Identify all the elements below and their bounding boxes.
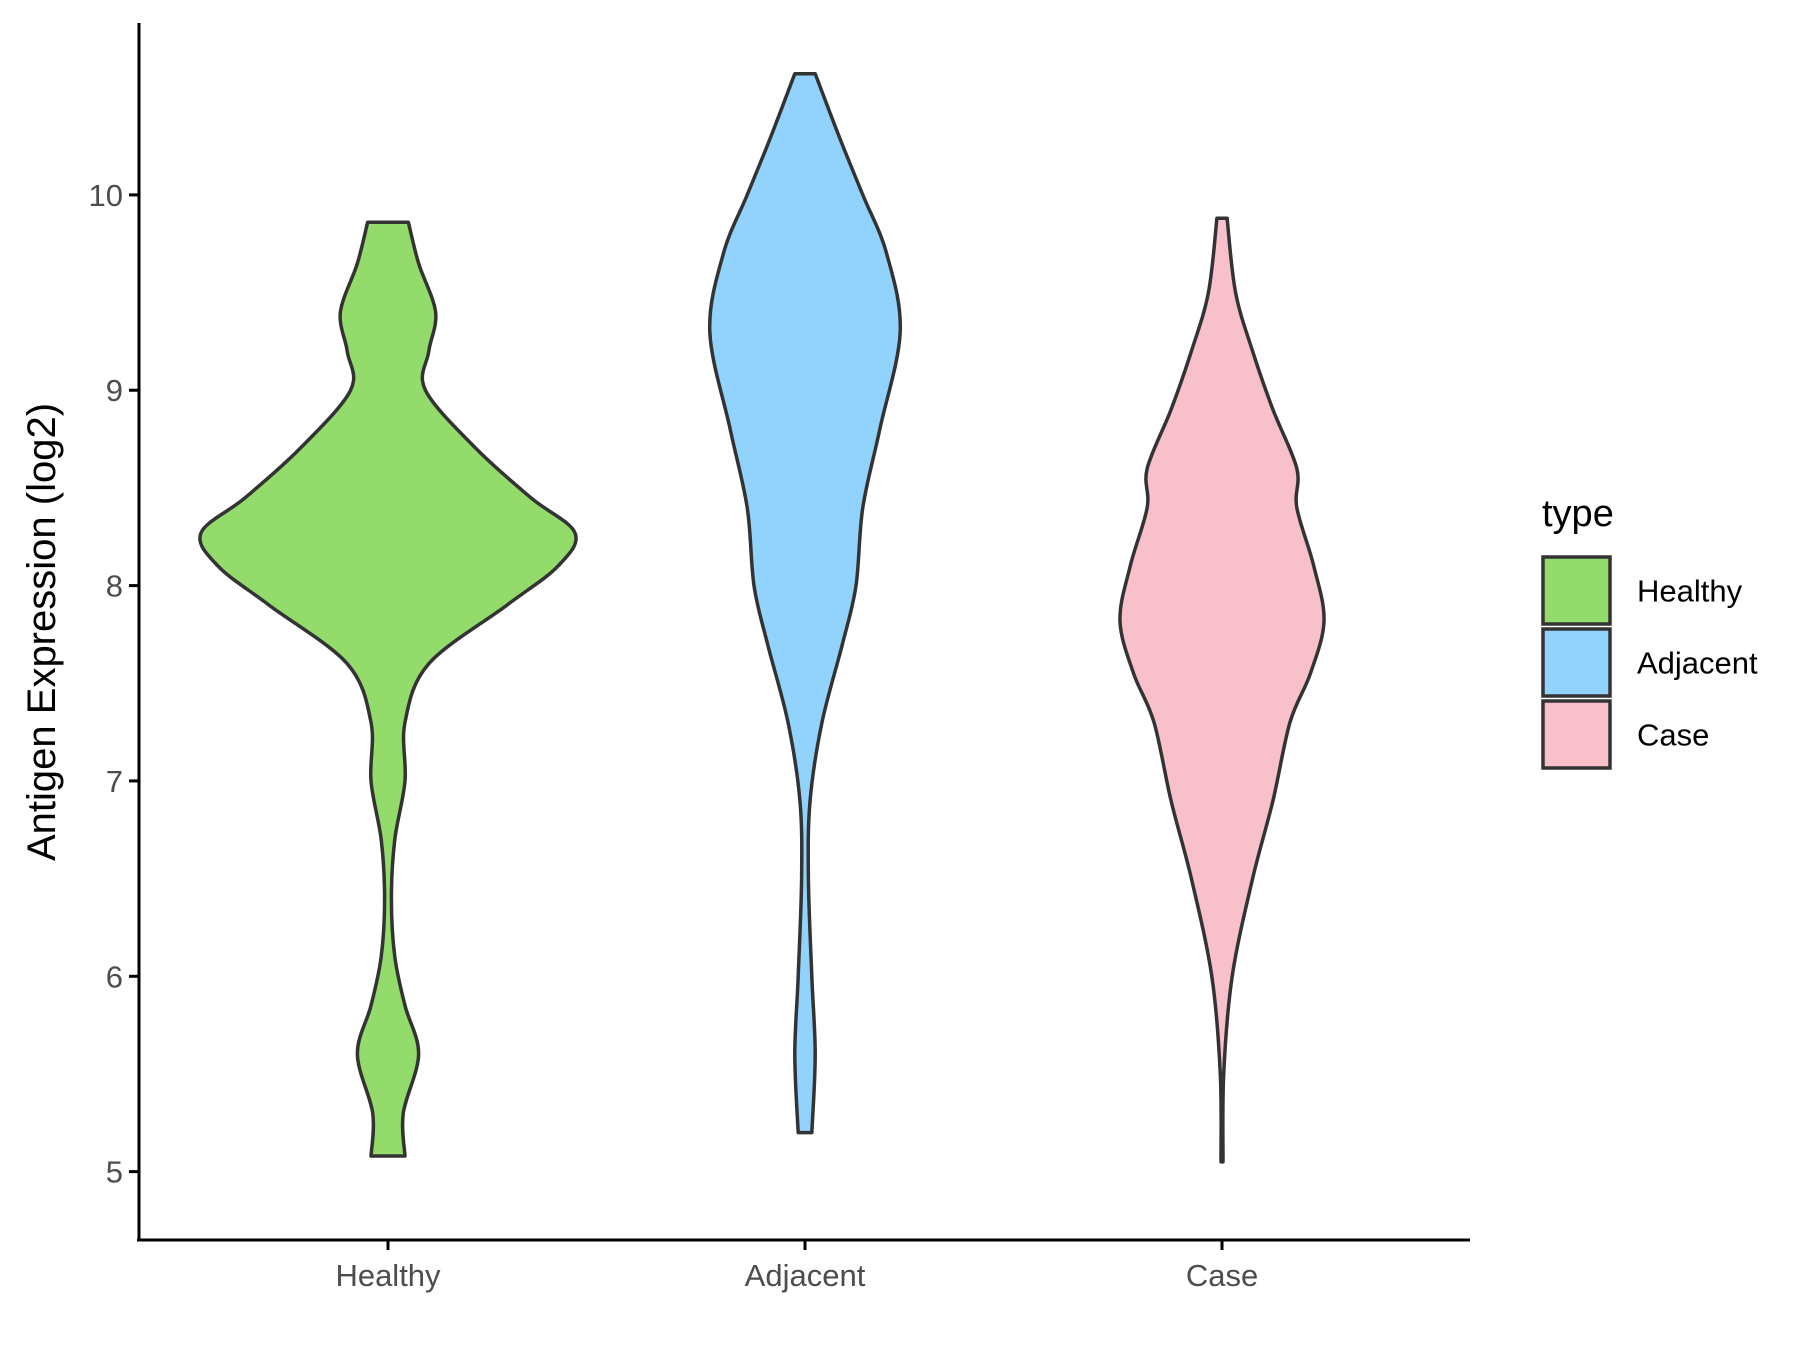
violin-case	[1118, 216, 1326, 1164]
y-tick-label: 10	[89, 178, 123, 213]
legend-key-adjacent	[1541, 627, 1612, 698]
y-tick-label: 8	[106, 569, 123, 604]
violin-healthy	[198, 220, 578, 1158]
legend-key-healthy	[1541, 555, 1612, 626]
y-tick-label: 9	[106, 373, 123, 408]
legend-label-case: Case	[1637, 718, 1709, 753]
x-tick-label: Case	[1186, 1258, 1258, 1293]
legend: type Healthy Adjacent Case	[1541, 493, 1758, 770]
violin-adjacent	[708, 72, 902, 1135]
y-tick-label: 5	[106, 1155, 123, 1190]
y-tick-label: 6	[106, 959, 123, 994]
y-ticks: 5 6 7 8 9 10	[89, 178, 139, 1190]
legend-title: type	[1542, 493, 1614, 535]
x-ticks: Healthy Adjacent Case	[335, 1240, 1258, 1293]
y-tick-label: 7	[106, 764, 123, 799]
violins-layer	[198, 72, 1326, 1164]
legend-label-healthy: Healthy	[1637, 574, 1743, 609]
legend-key-case	[1541, 699, 1612, 770]
y-axis-title: Antigen Expression (log2)	[20, 403, 64, 861]
x-tick-label: Adjacent	[745, 1258, 866, 1293]
x-tick-label: Healthy	[335, 1258, 441, 1293]
legend-label-adjacent: Adjacent	[1637, 646, 1758, 681]
